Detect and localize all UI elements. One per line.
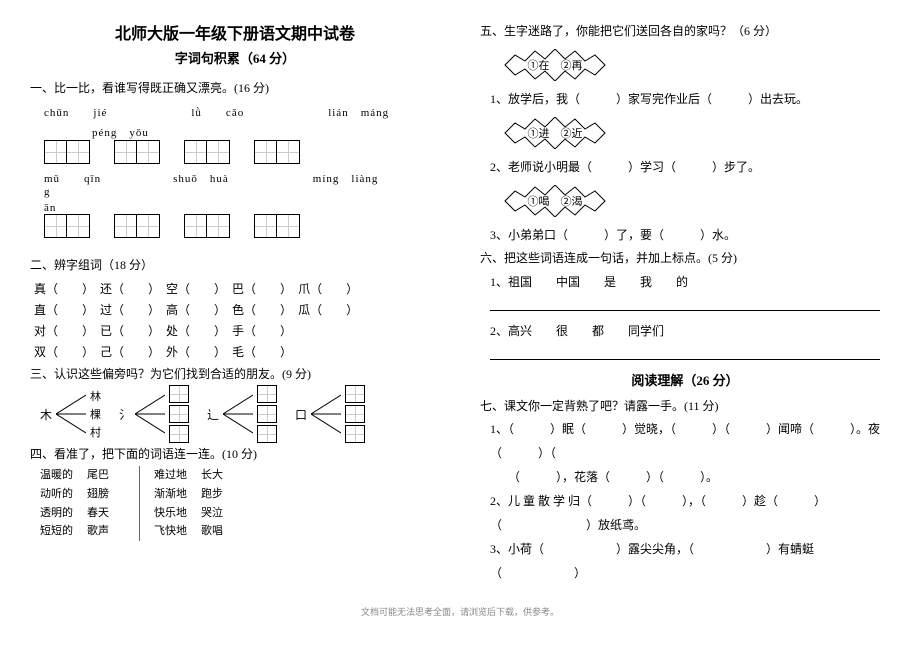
radical-group: 氵 <box>119 385 189 443</box>
q7-line: （ ），花落（ ）（ ）。 <box>490 465 890 489</box>
q3-heading: 三、认识这些偏旁吗？为它们找到合适的朋友。(9 分) <box>30 363 440 386</box>
right-column: 五、生字迷路了，你能把它们送回各自的家吗？（6 分） ①在 ②再 1、放学后，我… <box>480 20 890 585</box>
answer-line <box>490 296 880 311</box>
radical-group: 木 林 棵 村 <box>40 388 101 440</box>
list-item: 翅膀 <box>87 485 109 504</box>
blank-cell <box>345 405 365 423</box>
list-item: 温暖的 <box>40 466 73 485</box>
char-grid <box>184 140 230 164</box>
page-container: 北师大版一年级下册语文期中试卷 字词句积累（64 分） 一、比一比，看谁写得既正… <box>30 20 890 585</box>
list-item: 动听的 <box>40 485 73 504</box>
answer-line <box>490 345 880 360</box>
list-item: 透明的 <box>40 504 73 523</box>
q1-heading: 一、比一比，看谁写得既正确又漂亮。(16 分) <box>30 77 440 100</box>
burst-shape: ①喝 ②渴 <box>500 185 890 217</box>
blank-cell <box>169 405 189 423</box>
list-item: 歌唱 <box>201 522 223 541</box>
q5-heading: 五、生字迷路了，你能把它们送回各自的家吗？（6 分） <box>480 20 890 43</box>
radical-root: 木 <box>40 406 52 423</box>
branch-lines-icon <box>56 389 86 439</box>
table-row: 直（ ）过（ ）高（ ）色（ ）瓜（ ） <box>32 300 360 319</box>
burst-label: ①在 ②再 <box>528 57 583 73</box>
branch-lines-icon <box>135 389 165 439</box>
q1-pinyin-2b: ān <box>44 202 440 214</box>
blank-cell <box>257 425 277 443</box>
table-row: 对（ ）已（ ）处（ ）手（ ） <box>32 321 360 340</box>
footer-note: 文档可能无法思考全面，请浏览后下载，供参考。 <box>30 605 890 618</box>
list-item: 跑步 <box>201 485 223 504</box>
branch-lines-icon <box>223 389 253 439</box>
list-item: 飞快地 <box>154 522 187 541</box>
q4-match: 温暖的 动听的 透明的 短短的 尾巴 翅膀 春天 歌声 难过地 渐渐地 快乐地 <box>40 466 440 541</box>
branch-label: 棵 <box>90 406 101 422</box>
q6-heading: 六、把这些词语连成一句话，并加上标点。(5 分) <box>480 247 890 270</box>
branch-lines-icon <box>311 389 341 439</box>
burst-label: ①进 ②近 <box>528 125 583 141</box>
burst-label: ①喝 ②渴 <box>528 193 583 209</box>
burst-shape: ①在 ②再 <box>500 49 890 81</box>
radical-root: 氵 <box>119 406 131 423</box>
q5-line: 1、放学后，我（ ）家写完作业后（ ）出去玩。 <box>490 87 890 111</box>
radical-group: 口 <box>295 385 365 443</box>
page-subtitle: 字词句积累（64 分） <box>30 48 440 67</box>
q6-line: 2、高兴 很 都 同学们 <box>490 319 890 343</box>
q1-pinyin-1b: péng yǒu <box>44 124 440 140</box>
char-grid <box>44 140 90 164</box>
list-item: 尾巴 <box>87 466 109 485</box>
match-group-right: 难过地 渐渐地 快乐地 飞快地 长大 跑步 哭泣 歌唱 <box>139 466 223 541</box>
q3-diagram: 木 林 棵 村 氵 辶 口 <box>40 385 440 443</box>
list-item: 快乐地 <box>154 504 187 523</box>
radical-root: 辶 <box>207 406 219 423</box>
q1-grid-row-1 <box>44 140 440 164</box>
radical-group: 辶 <box>207 385 277 443</box>
reading-heading: 阅读理解（26 分） <box>480 370 890 389</box>
list-item: 哭泣 <box>201 504 223 523</box>
blank-cell <box>345 425 365 443</box>
q7-line: （ ）放纸鸢。 <box>490 513 890 537</box>
char-grid <box>254 140 300 164</box>
blank-cell <box>169 385 189 403</box>
list-item: 渐渐地 <box>154 485 187 504</box>
burst-shape: ①进 ②近 <box>500 117 890 149</box>
blank-cell <box>345 385 365 403</box>
radical-root: 口 <box>295 406 307 423</box>
q2-heading: 二、辨字组词（18 分） <box>30 254 440 277</box>
list-item: 短短的 <box>40 522 73 541</box>
q1-pinyin-2: mǔ qīn shuō huà míng liàng g <box>44 170 440 198</box>
left-column: 北师大版一年级下册语文期中试卷 字词句积累（64 分） 一、比一比，看谁写得既正… <box>30 20 440 585</box>
char-grid <box>44 214 90 238</box>
char-grid <box>114 140 160 164</box>
q2-table: 真（ ）还（ ）空（ ）巴（ ）爪（ ） 直（ ）过（ ）高（ ）色（ ）瓜（ … <box>30 277 362 363</box>
list-item: 难过地 <box>154 466 187 485</box>
q1-grid-row-2 <box>44 214 440 238</box>
char-grid <box>254 214 300 238</box>
list-item: 春天 <box>87 504 109 523</box>
q1-pinyin-1: chūn jié lǜ cǎo lián máng <box>44 104 440 120</box>
char-grid <box>114 214 160 238</box>
q7-line: 3、小荷（ ）露尖尖角，（ ）有蜻蜓（ ） <box>490 537 890 585</box>
q7-line: 2、儿 童 散 学 归（ ）（ ），（ ）趁（ ） <box>490 489 890 513</box>
q7-line: 1、（ ）眠（ ）觉晓，（ ）（ ）闻啼（ ）。夜（ ）（ <box>490 417 890 465</box>
q4-heading: 四、看准了，把下面的词语连一连。(10 分) <box>30 443 440 466</box>
q7-heading: 七、课文你一定背熟了吧？请露一手。(11 分) <box>480 395 890 418</box>
q6-line: 1、祖国 中国 是 我 的 <box>490 270 890 294</box>
q5-line: 3、小弟弟口（ ）了，要（ ）水。 <box>490 223 890 247</box>
q5-line: 2、老师说小明最（ ）学习（ ）步了。 <box>490 155 890 179</box>
table-row: 真（ ）还（ ）空（ ）巴（ ）爪（ ） <box>32 279 360 298</box>
list-item: 歌声 <box>87 522 109 541</box>
blank-cell <box>257 385 277 403</box>
page-title: 北师大版一年级下册语文期中试卷 <box>30 20 440 44</box>
char-grid <box>184 214 230 238</box>
blank-cell <box>169 425 189 443</box>
list-item: 长大 <box>201 466 223 485</box>
branch-label: 村 <box>90 424 101 440</box>
match-group-left: 温暖的 动听的 透明的 短短的 尾巴 翅膀 春天 歌声 <box>40 466 109 541</box>
branch-label: 林 <box>90 388 101 404</box>
table-row: 双（ ）己（ ）外（ ）毛（ ） <box>32 342 360 361</box>
blank-cell <box>257 405 277 423</box>
